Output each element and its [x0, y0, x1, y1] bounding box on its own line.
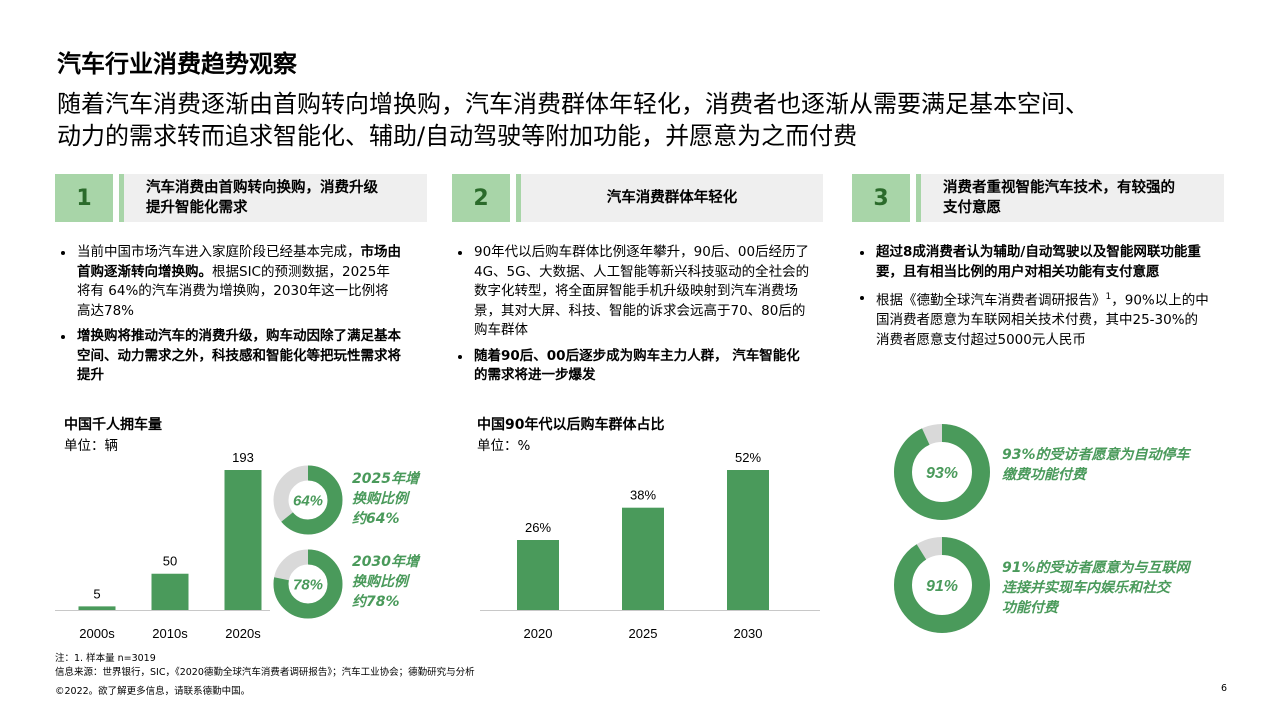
category-label: 2010s: [152, 626, 188, 641]
donut-4: 91%: [894, 537, 990, 633]
donut-1-caption: 2025年增 换购比例 约64%: [352, 471, 419, 527]
section-3-bullets: 超过8成消费者认为辅助/自动驾驶以及智能网联功能重要，且有相当比例的用户对相关功…: [856, 243, 1211, 356]
page-subtitle: 随着汽车消费逐渐由首购转向增换购，汽车消费群体年轻化，消费者也逐渐从需要满足基本…: [57, 88, 1237, 152]
section-3-heading: 消费者重视智能汽车技术，有较强的 支付意愿: [921, 174, 1224, 222]
chart-1-bar-chart: 5 2000s 50 2010s 193 2020s: [55, 450, 270, 641]
donut-value-label: 78%: [293, 576, 323, 593]
donut-2: 78%: [273, 549, 343, 619]
donut-4-caption: 91%的受访者愿意为与互联网 连接并实现车内娱乐和社交 功能付费: [1002, 560, 1190, 616]
list-item: 当前中国市场汽车进入家庭阶段已经基本完成，市场由首购逐渐转向增换购。根据SIC的…: [57, 243, 402, 321]
source-note: 信息来源：世界银行，SIC，《2020德勤全球汽车消费者调研报告》；汽车工业协会…: [55, 667, 475, 678]
section-1-number: 1: [55, 174, 113, 222]
list-item: 随着90后、00后逐步成为购车主力人群， 汽车智能化的需求将进一步爆发: [454, 347, 810, 386]
section-1-header: 1 汽车消费由首购转向换购，消费升级 提升智能化需求: [55, 174, 427, 222]
bar-value-label: 26%: [525, 520, 551, 535]
section-2-header: 2 汽车消费群体年轻化: [452, 174, 823, 222]
section-2-bullets: 90年代以后购车群体比例逐年攀升，90后、00后经历了4G、5G、大数据、人工智…: [454, 243, 810, 392]
section-1-bullets: 当前中国市场汽车进入家庭阶段已经基本完成，市场由首购逐渐转向增换购。根据SIC的…: [57, 243, 402, 392]
donut-1: 64%: [273, 465, 343, 535]
copyright: ©2022。欲了解更多信息，请联系德勤中国。: [55, 686, 251, 697]
donut-fill: [273, 465, 343, 535]
bar-2020s: [224, 470, 262, 610]
list-item: 超过8成消费者认为辅助/自动驾驶以及智能网联功能重要，且有相当比例的用户对相关功…: [856, 243, 1211, 282]
category-label: 2000s: [79, 626, 115, 641]
page-title: 汽车行业消费趋势观察: [57, 50, 297, 78]
bar-value-label: 38%: [630, 488, 656, 503]
chart-2-bar-chart: 26% 2020 38% 2025 52% 2030: [480, 450, 820, 641]
category-label: 2025: [629, 626, 658, 641]
chart-1-title: 中国千人拥车量: [64, 417, 162, 433]
donut-3-caption: 93%的受访者愿意为自动停车 缴费功能付费: [1002, 447, 1190, 483]
category-label: 2020s: [225, 626, 261, 641]
chart-1-unit: 单位：辆: [64, 438, 118, 454]
section-1-heading: 汽车消费由首购转向换购，消费升级 提升智能化需求: [124, 174, 427, 222]
donut-value-label: 91%: [926, 578, 958, 595]
bar-2000s: [78, 606, 116, 610]
bar-2010s: [151, 573, 189, 610]
section-3-header: 3 消费者重视智能汽车技术，有较强的 支付意愿: [852, 174, 1224, 222]
section-2-number: 2: [452, 174, 510, 222]
subtitle-line-2: 动力的需求转而追求智能化、辅助/自动驾驶等附加功能，并愿意为之而付费: [57, 122, 858, 150]
donut-fill: [894, 537, 990, 633]
bar-2025: [622, 507, 664, 610]
list-item: 90年代以后购车群体比例逐年攀升，90后、00后经历了4G、5G、大数据、人工智…: [454, 243, 810, 341]
donut-fill: [273, 549, 343, 619]
bar-value-label: 5: [93, 586, 100, 601]
chart-2-unit: 单位：%: [477, 438, 531, 454]
bar-2030: [727, 470, 769, 610]
subtitle-line-1: 随着汽车消费逐渐由首购转向增换购，汽车消费群体年轻化，消费者也逐渐从需要满足基本…: [57, 90, 1089, 118]
category-label: 2020: [524, 626, 553, 641]
donut-value-label: 93%: [926, 465, 958, 482]
donut-fill: [894, 424, 990, 520]
list-item: 增换购将推动汽车的消费升级，购车动因除了满足基本空间、动力需求之外，科技感和智能…: [57, 327, 402, 386]
chart-2-title: 中国90年代以后购车群体占比: [477, 417, 665, 433]
donut-3: 93%: [894, 424, 990, 520]
bar-2020: [517, 540, 559, 610]
bar-value-label: 52%: [735, 450, 761, 465]
donut-2-caption: 2030年增 换购比例 约78%: [352, 554, 419, 610]
footnote: 注：1. 样本量 n=3019: [55, 653, 156, 664]
page-number: 6: [1221, 683, 1228, 694]
donut-value-label: 64%: [293, 492, 323, 509]
section-3-number: 3: [852, 174, 910, 222]
section-2-heading: 汽车消费群体年轻化: [521, 174, 823, 222]
list-item: 根据《德勤全球汽车消费者调研报告》1，90%以上的中国消费者愿意为车联网相关技术…: [856, 288, 1211, 350]
category-label: 2030: [734, 626, 763, 641]
bar-value-label: 50: [163, 554, 177, 569]
bar-value-label: 193: [232, 450, 254, 465]
